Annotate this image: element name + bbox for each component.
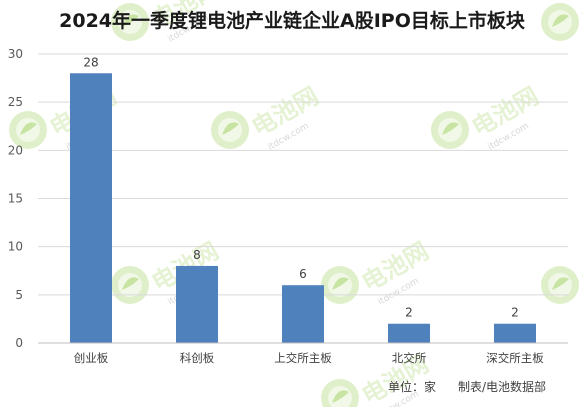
x-category-label: 科创板 [180, 351, 215, 365]
data-labels: 28 8 6 2 2 [83, 55, 518, 319]
y-tick-label: 10 [8, 240, 23, 254]
unit-label: 单位：家 [388, 379, 436, 394]
y-tick-label: 5 [15, 288, 23, 302]
y-axis-ticks: 0 5 10 15 20 25 30 [8, 47, 23, 350]
bar [70, 73, 112, 344]
x-axis-categories: 创业板 科创板 上交所主板 北交所 深交所主板 [74, 351, 544, 365]
bar [494, 323, 536, 343]
y-tick-label: 30 [8, 47, 23, 61]
source-label: 制表/电池数据部 [458, 379, 546, 394]
gridlines [38, 53, 568, 296]
bar-series [70, 73, 536, 344]
x-category-label: 深交所主板 [486, 351, 544, 365]
data-label: 2 [405, 306, 413, 320]
bar [388, 323, 430, 343]
y-tick-label: 20 [8, 143, 23, 157]
bar [176, 265, 218, 343]
y-tick-label: 0 [15, 336, 23, 350]
data-label: 8 [193, 248, 201, 262]
y-tick-label: 15 [8, 192, 23, 206]
data-label: 6 [299, 267, 307, 281]
bar [282, 285, 324, 343]
data-label: 28 [83, 55, 98, 69]
x-category-label: 北交所 [392, 351, 427, 365]
chart-title: 2024年一季度锂电池产业链企业A股IPO目标上市板块 [59, 9, 526, 32]
x-category-label: 创业板 [74, 351, 109, 365]
y-tick-label: 25 [8, 95, 23, 109]
data-label: 2 [511, 306, 519, 320]
x-category-label: 上交所主板 [274, 351, 332, 365]
